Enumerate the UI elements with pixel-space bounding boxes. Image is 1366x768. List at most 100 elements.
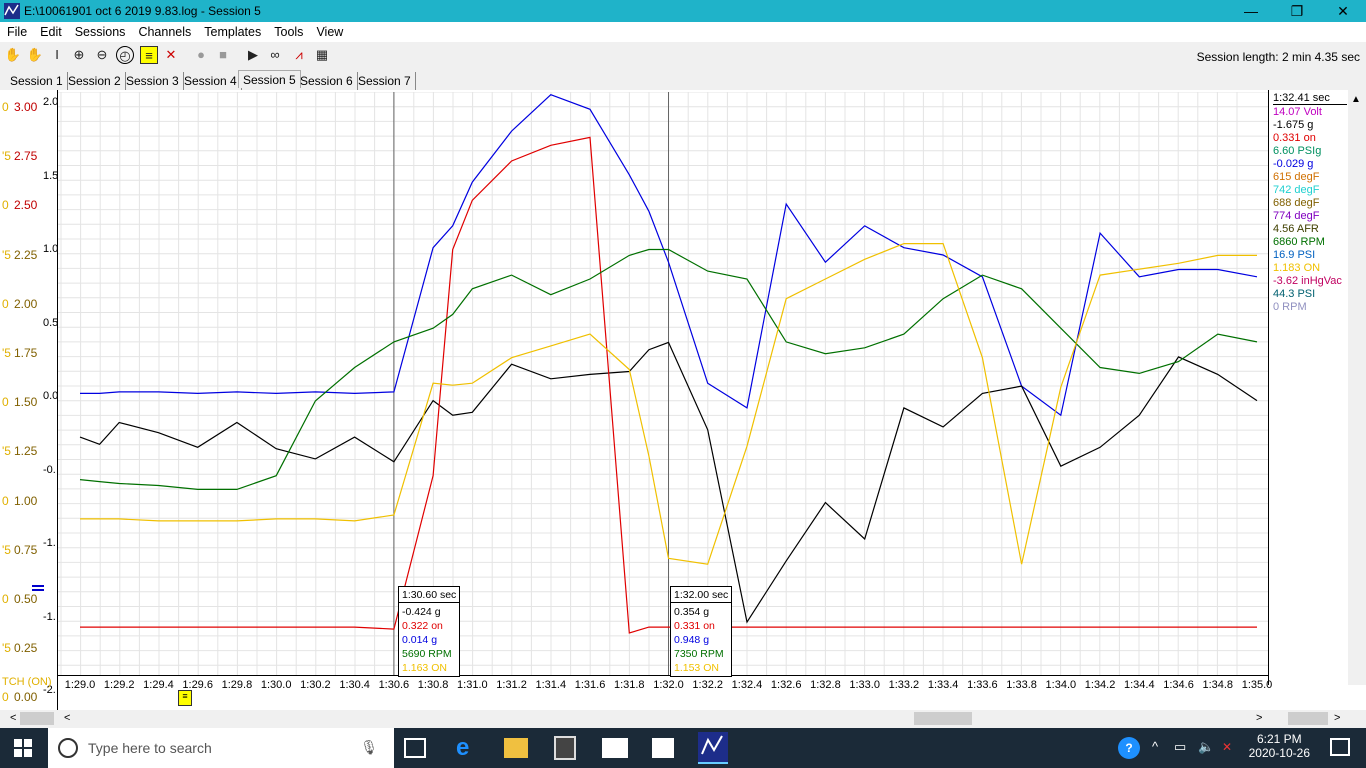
y-tick-label: 1.00 [14, 493, 38, 508]
x-tick-label: 1:29.8 [221, 679, 253, 691]
legend-item[interactable]: 774 degF [1273, 210, 1320, 222]
legend-item[interactable]: 0.331 on [1273, 132, 1316, 144]
legend-item[interactable]: -0.029 g [1273, 158, 1314, 170]
menu-edit[interactable]: Edit [40, 25, 62, 39]
hand-tool-alt-icon[interactable]: ✋ [26, 47, 44, 62]
note-marker-icon[interactable]: ≡ [178, 690, 192, 706]
taskbar-search[interactable]: Type here to search 🎙 [48, 728, 394, 768]
cursor-readout: 1:32.00 sec 0.354 g 0.331 on 0.948 g 7350 RP… [670, 586, 733, 677]
legend-item[interactable]: 16.9 PSI [1273, 249, 1316, 261]
legend-item[interactable]: 6.60 PSIg [1273, 145, 1322, 157]
tab-session-3[interactable]: Session 3 [122, 72, 184, 90]
notifications-icon[interactable] [1330, 738, 1350, 756]
menu-channels[interactable]: Channels [138, 25, 192, 39]
x-tick-label: 1:32.6 [770, 679, 802, 691]
text-cursor-icon[interactable]: I [55, 47, 59, 62]
legend-item[interactable]: 44.3 PSI [1273, 288, 1316, 300]
sticky-notes-icon[interactable] [652, 738, 674, 758]
x-tick-label: 1:34.4 [1124, 679, 1155, 691]
x-tick-label: 1:31.2 [496, 679, 527, 691]
scroll-thumb-right[interactable] [1288, 712, 1328, 725]
scroll-right-icon-2[interactable]: > [1334, 712, 1341, 724]
legend-item[interactable]: -1.675 g [1273, 119, 1314, 131]
mail-icon[interactable] [602, 738, 628, 758]
scroll-up-icon[interactable]: ▲ [1351, 94, 1361, 105]
network-icon[interactable]: ✕ [1222, 740, 1233, 754]
x-tick-label: 1:31.0 [457, 679, 488, 691]
close-button[interactable]: ✕ [1337, 3, 1349, 19]
cursor-value: 0.354 g [674, 606, 710, 618]
legend-item[interactable]: 4.56 AFR [1273, 223, 1319, 235]
file-explorer-icon[interactable] [504, 738, 528, 758]
cursor-value: 0.948 g [674, 634, 710, 646]
stopwatch-icon[interactable]: ◴ [116, 46, 134, 64]
vertical-scrollbar[interactable]: ▲ [1348, 90, 1366, 685]
volume-icon[interactable]: 🔈 [1198, 739, 1215, 754]
stop-icon[interactable]: ■ [219, 47, 227, 62]
table-icon[interactable]: ▦ [315, 47, 329, 62]
menu-file[interactable]: File [7, 25, 28, 39]
scroll-right-icon[interactable]: > [1256, 712, 1263, 724]
edge-icon[interactable]: e [456, 734, 470, 761]
scroll-left-icon[interactable]: < [10, 712, 17, 724]
y-tick-label: 3.00 [14, 100, 38, 114]
scroll-thumb[interactable] [914, 712, 972, 725]
battery-icon[interactable]: ▭ [1174, 739, 1187, 754]
marker-icon[interactable]: ✕ [165, 47, 177, 62]
binoculars-icon[interactable]: ∞ [270, 47, 280, 62]
y-tick-outer: '5 [2, 542, 11, 557]
note-icon[interactable]: ≡ [140, 46, 158, 64]
maximize-button[interactable]: ❐ [1290, 3, 1304, 19]
help-icon[interactable]: ? [1118, 737, 1140, 759]
series-line [79, 248, 1258, 490]
microphone-icon[interactable]: 🎙 [360, 739, 378, 755]
play-icon[interactable]: ▶ [248, 47, 258, 62]
y-tick-outer: 0 [2, 690, 9, 705]
legend-item[interactable]: 1.183 ON [1273, 262, 1321, 274]
minimize-button[interactable]: — [1244, 3, 1258, 19]
datalog-app-icon[interactable] [698, 732, 728, 764]
x-tick-label: 1:29.6 [182, 679, 213, 691]
cursor-value: 5690 RPM [402, 648, 452, 660]
tab-session-2[interactable]: Session 2 [64, 72, 126, 90]
search-icon [58, 738, 78, 758]
x-tick-label: 1:32.8 [810, 679, 841, 691]
legend-item[interactable]: 6860 RPM [1273, 236, 1325, 248]
session-tabs: Session 1 Session 2 Session 3 Session 4 … [0, 70, 1366, 90]
legend-item[interactable]: 0 RPM [1273, 301, 1307, 313]
x-tick-label: 1:30.0 [260, 679, 292, 691]
y-tick-inner: 2.0 [43, 96, 59, 108]
chart-canvas[interactable] [58, 92, 1268, 675]
task-view-icon[interactable] [404, 738, 426, 758]
legend-item[interactable]: 615 degF [1273, 171, 1320, 183]
clock[interactable]: 6:21 PM 2020-10-26 [1248, 732, 1310, 760]
scroll-left-icon-2[interactable]: < [64, 712, 71, 724]
legend-item[interactable]: 688 degF [1273, 197, 1320, 209]
tab-session-6[interactable]: Session 6 [296, 72, 358, 90]
chevron-up-icon[interactable]: ^ [1152, 739, 1159, 754]
horizontal-scrollbar[interactable]: < < > > [0, 710, 1366, 727]
tab-session-5[interactable]: Session 5 [238, 70, 301, 88]
menu-sessions[interactable]: Sessions [74, 25, 126, 39]
cursor-handle-icon[interactable] [32, 585, 44, 591]
legend-item[interactable]: -3.62 inHgVac [1273, 275, 1342, 287]
windows-start-icon[interactable] [14, 739, 32, 757]
legend-item[interactable]: 14.07 Volt [1273, 106, 1322, 118]
chart-icon[interactable]: ⩘ [295, 47, 303, 62]
x-tick-label: 1:30.4 [339, 679, 370, 691]
menu-view[interactable]: View [316, 25, 344, 39]
cursor-value: 0.014 g [402, 634, 438, 646]
hand-tool-icon[interactable]: ✋ [4, 47, 22, 62]
store-icon[interactable] [554, 736, 576, 760]
legend-item[interactable]: 742 degF [1273, 184, 1320, 196]
menu-tools[interactable]: Tools [274, 25, 304, 39]
zoom-out-icon[interactable]: ⊖ [96, 47, 108, 62]
record-icon[interactable]: ● [197, 47, 205, 62]
tab-session-1[interactable]: Session 1 [6, 72, 68, 90]
session-length: Session length: 2 min 4.35 sec [1196, 50, 1360, 64]
scroll-thumb-left[interactable] [20, 712, 54, 725]
menu-templates[interactable]: Templates [204, 25, 262, 39]
tab-session-7[interactable]: Session 7 [354, 72, 416, 90]
zoom-in-icon[interactable]: ⊕ [73, 47, 85, 62]
tab-session-4[interactable]: Session 4 [180, 72, 242, 90]
